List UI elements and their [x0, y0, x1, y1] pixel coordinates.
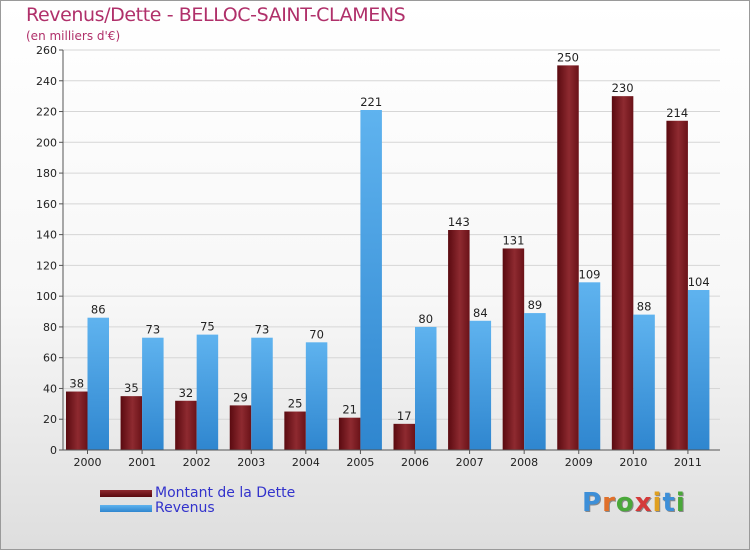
x-tick-label-2008: 2008: [510, 456, 538, 469]
y-tick-label-60: 60: [43, 352, 57, 365]
bar-revenus-2008: [524, 313, 546, 450]
data-label-revenus-2003: 73: [255, 323, 270, 337]
logo-letter: o: [615, 488, 635, 518]
x-tick-label-2005: 2005: [346, 456, 374, 469]
bar-revenus-2010: [633, 314, 655, 450]
x-tick-label-2000: 2000: [74, 456, 102, 469]
bar-debt-2007: [448, 230, 470, 450]
data-label-revenus-2000: 86: [91, 303, 106, 317]
bar-revenus-2006: [415, 326, 437, 450]
logo-letter: i: [675, 488, 686, 518]
data-label-debt-2010: 230: [612, 81, 634, 95]
bars: 38 86 35 73 32 75 29 73 25 70 21 221 17 80 143 84 131 89 2…: [66, 50, 710, 451]
x-tick-label-2002: 2002: [183, 456, 211, 469]
data-label-debt-2001: 35: [124, 381, 139, 395]
grid-lines: [63, 49, 720, 451]
bar-revenus-2005: [360, 110, 382, 450]
logo-letter: t: [662, 488, 676, 518]
data-label-debt-2009: 250: [557, 50, 579, 64]
data-label-debt-2011: 214: [666, 106, 688, 120]
bar-revenus-2001: [142, 337, 164, 450]
bar-revenus-2002: [196, 334, 219, 450]
bar-revenus-2004: [305, 342, 328, 450]
data-label-revenus-2001: 73: [146, 323, 161, 337]
data-label-revenus-2011: 104: [688, 275, 710, 289]
bar-revenus-2007: [469, 320, 492, 450]
y-tick-label-20: 20: [43, 413, 57, 426]
legend-swatch-revenus: [100, 505, 152, 512]
bar-debt-2002: [175, 400, 197, 450]
legend-label-debt: Montant de la Dette: [155, 485, 296, 501]
x-tick-label-2004: 2004: [292, 456, 320, 469]
bar-debt-2004: [284, 411, 306, 450]
data-label-revenus-2009: 109: [579, 267, 601, 281]
y-tick-label-240: 240: [36, 75, 57, 88]
y-tick-label-220: 220: [36, 106, 57, 119]
data-label-revenus-2010: 88: [637, 300, 652, 314]
data-label-debt-2002: 32: [179, 386, 194, 400]
bar-debt-2000: [66, 391, 88, 450]
y-tick-label-260: 260: [36, 44, 57, 57]
y-tick-label-140: 140: [36, 229, 57, 242]
bar-revenus-2003: [251, 337, 273, 450]
data-label-revenus-2006: 80: [418, 312, 433, 326]
x-tick-label-2003: 2003: [237, 456, 265, 469]
logo-letter: x: [634, 488, 653, 518]
bar-chart: 0 20 40 60 80 100 120 140 160 180 200 220 240 260 38 8…: [36, 44, 720, 469]
bar-debt-2001: [120, 396, 143, 450]
chart-subtitle: (en milliers d'€): [26, 29, 121, 43]
data-label-debt-2004: 25: [288, 397, 303, 411]
logo-letter: P: [582, 488, 603, 518]
bar-debt-2006: [393, 423, 415, 450]
bar-debt-2009: [557, 65, 579, 450]
data-label-debt-2005: 21: [342, 403, 357, 417]
data-label-revenus-2002: 75: [200, 320, 215, 334]
bar-debt-2008: [502, 248, 525, 450]
data-label-revenus-2008: 89: [528, 298, 543, 312]
data-label-debt-2006: 17: [397, 409, 412, 423]
x-tick-label-2007: 2007: [456, 456, 484, 469]
data-label-debt-2008: 131: [502, 233, 524, 247]
x-tick-label-2010: 2010: [619, 456, 647, 469]
legend-swatch-debt: [100, 490, 152, 497]
data-label-revenus-2004: 70: [309, 327, 324, 341]
bar-revenus-2011: [687, 290, 710, 450]
data-label-debt-2003: 29: [233, 390, 248, 404]
legend-label-revenus: Revenus: [155, 500, 215, 516]
y-tick-label-80: 80: [43, 321, 57, 334]
bar-debt-2010: [611, 96, 634, 451]
logo-letter: r: [602, 488, 616, 518]
bar-debt-2011: [666, 120, 688, 451]
y-tick-label-180: 180: [36, 167, 57, 180]
y-tick-label-160: 160: [36, 198, 57, 211]
bar-revenus-2009: [578, 282, 601, 450]
y-tick-label-40: 40: [43, 382, 57, 395]
x-tick-label-2001: 2001: [128, 456, 156, 469]
y-tick-label-200: 200: [36, 136, 57, 149]
data-label-revenus-2007: 84: [473, 306, 488, 320]
chart-title: Revenus/Dette - BELLOC-SAINT-CLAMENS: [26, 4, 406, 26]
data-label-revenus-2005: 221: [360, 95, 382, 109]
y-axis: 0 20 40 60 80 100 120 140 160 180 200 220 240 260: [36, 44, 64, 457]
bar-revenus-2000: [87, 317, 109, 450]
logo-letter: i: [652, 488, 663, 518]
data-label-debt-2000: 38: [69, 377, 84, 391]
y-tick-label-100: 100: [36, 290, 57, 303]
x-tick-label-2011: 2011: [674, 456, 702, 469]
proxiti-logo: Proxiti: [582, 488, 686, 518]
y-tick-label-0: 0: [50, 444, 57, 457]
bar-debt-2005: [338, 417, 361, 450]
x-axis: 2000 2001 2002 2003 2004 2005 2006 2007 2008 2009…: [63, 449, 720, 469]
data-label-debt-2007: 143: [448, 215, 470, 229]
bar-debt-2003: [229, 405, 252, 450]
x-tick-label-2009: 2009: [565, 456, 593, 469]
y-tick-label-120: 120: [36, 259, 57, 272]
x-tick-label-2006: 2006: [401, 456, 429, 469]
